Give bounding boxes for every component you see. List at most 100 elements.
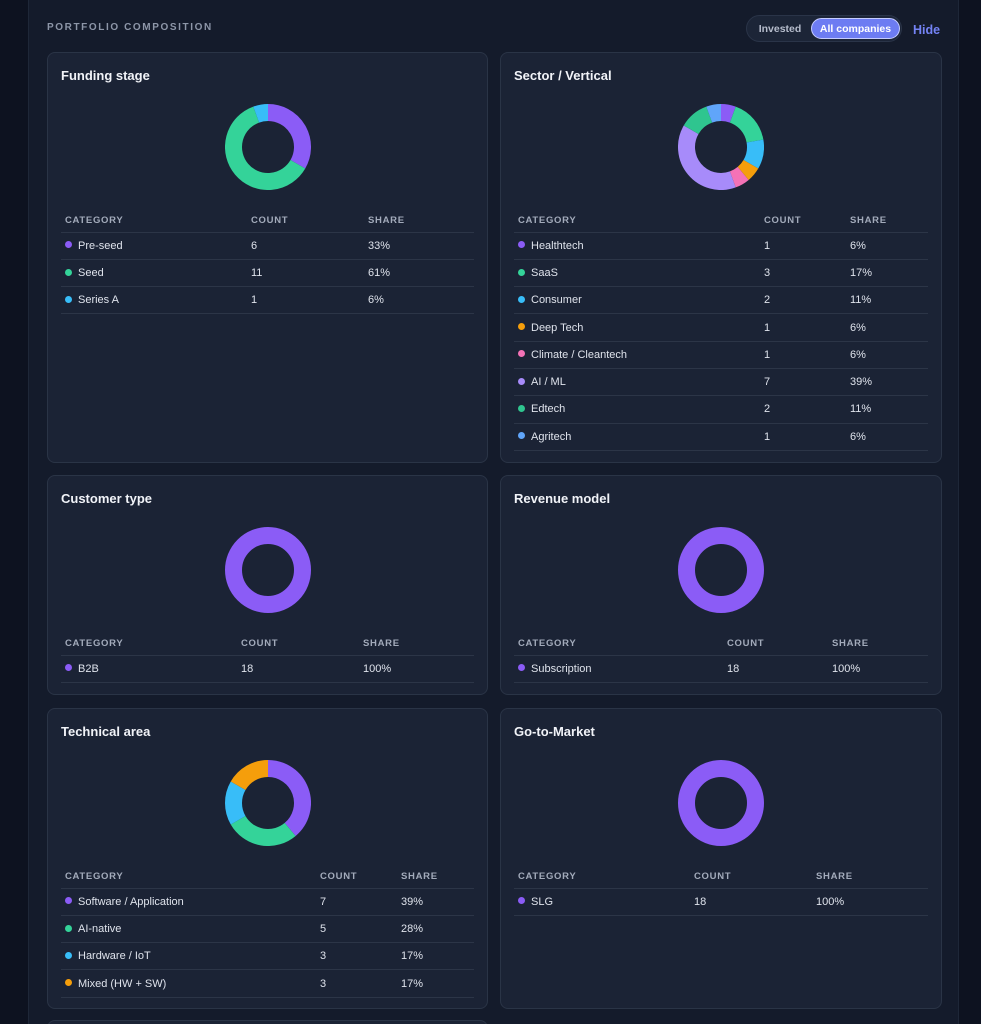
column-header-count: COUNT <box>247 209 364 233</box>
column-header-count: COUNT <box>690 865 812 889</box>
category-label: B2B <box>78 662 99 675</box>
category-cell: Mixed (HW + SW) <box>61 969 316 998</box>
category-label: Mixed (HW + SW) <box>78 977 167 990</box>
category-table: CATEGORY COUNT SHARE Healthtech 1 6% SaaS 3 1… <box>514 209 928 451</box>
column-header-category: CATEGORY <box>514 632 723 656</box>
count-cell: 7 <box>760 368 846 397</box>
category-label: Consumer <box>531 294 582 307</box>
category-cell: Pre-seed <box>61 232 247 260</box>
share-cell: 39% <box>846 368 928 397</box>
count-cell: 3 <box>760 259 846 288</box>
category-label: SaaS <box>531 266 558 279</box>
column-header-share: SHARE <box>364 209 474 233</box>
count-cell: 1 <box>760 313 846 342</box>
count-cell: 18 <box>237 655 359 683</box>
count-cell: 18 <box>723 655 828 683</box>
card-next-partial <box>47 1020 488 1024</box>
column-header-share: SHARE <box>397 865 474 889</box>
category-table: CATEGORY COUNT SHARE SLG 18 100% <box>514 865 928 916</box>
share-cell: 61% <box>364 259 474 288</box>
share-cell: 17% <box>846 259 928 288</box>
category-cell: Deep Tech <box>514 313 760 342</box>
category-cell: Healthtech <box>514 232 760 260</box>
category-cell: B2B <box>61 655 237 683</box>
category-label: Edtech <box>531 403 566 416</box>
share-cell: 28% <box>397 915 474 944</box>
donut-chart <box>678 760 764 846</box>
donut-chart <box>224 760 311 846</box>
legend-dot <box>518 295 525 303</box>
category-table: CATEGORY COUNT SHARE Subscription 18 100% <box>514 632 928 683</box>
category-table: CATEGORY COUNT SHARE Pre-seed 6 33% Seed 11 6… <box>61 209 474 315</box>
category-label: Climate / Cleantech <box>531 348 627 361</box>
donut-slice <box>729 166 749 188</box>
table-row: Software / Application 7 39% <box>61 888 474 916</box>
donut-chart <box>224 104 311 190</box>
count-cell: 5 <box>316 915 397 944</box>
category-label: Software / Application <box>78 895 184 908</box>
share-cell: 11% <box>846 395 928 424</box>
table-row: Consumer 2 11% <box>514 286 928 315</box>
card-title: Revenue model <box>514 491 611 506</box>
category-label: Series A <box>78 294 119 307</box>
portfolio-panel: PORTFOLIO COMPOSITION Invested All compa… <box>28 0 959 1024</box>
toggle-invested-button[interactable]: Invested <box>758 22 802 35</box>
donut-slice <box>678 527 764 613</box>
legend-dot <box>65 241 72 249</box>
count-cell: 1 <box>247 286 364 315</box>
hide-link[interactable]: Hide <box>913 23 941 37</box>
category-label: SLG <box>531 895 554 908</box>
card-technical-area: Technical area CATEGORY COUNT SHARE Soft… <box>47 708 488 1009</box>
category-cell: Software / Application <box>61 888 316 916</box>
table-row: AI-native 5 28% <box>61 915 474 944</box>
share-cell: 6% <box>846 423 928 451</box>
card-go-to-market: Go-to-Market CATEGORY COUNT SHARE SLG 18 1… <box>500 708 942 1009</box>
legend-dot <box>518 323 525 331</box>
column-header-count: COUNT <box>723 632 828 656</box>
donut-slice <box>224 781 246 825</box>
column-header-share: SHARE <box>846 209 928 233</box>
card-title: Technical area <box>61 724 151 739</box>
legend-dot <box>518 268 525 276</box>
table-row: Pre-seed 6 33% <box>61 232 474 260</box>
category-cell: AI-native <box>61 915 316 944</box>
table-row: AI / ML 7 39% <box>514 368 928 397</box>
table-row: Deep Tech 1 6% <box>514 313 928 342</box>
legend-dot <box>518 897 525 905</box>
category-label: Deep Tech <box>531 321 584 334</box>
category-label: Agritech <box>531 430 572 443</box>
legend-dot <box>65 295 72 303</box>
table-row: Edtech 2 11% <box>514 395 928 424</box>
category-label: Subscription <box>531 662 592 675</box>
table-row: Climate / Cleantech 1 6% <box>514 341 928 369</box>
category-cell: Subscription <box>514 655 723 683</box>
count-cell: 18 <box>690 888 812 916</box>
column-header-share: SHARE <box>828 632 928 656</box>
column-header-count: COUNT <box>316 865 397 889</box>
category-label: AI / ML <box>531 376 566 389</box>
legend-dot <box>65 924 72 932</box>
count-cell: 3 <box>316 969 397 998</box>
donut-slice <box>683 106 713 135</box>
card-title: Sector / Vertical <box>514 68 612 83</box>
count-cell: 1 <box>760 232 846 260</box>
card-title: Funding stage <box>61 68 150 83</box>
legend-dot <box>65 951 72 959</box>
category-cell: Agritech <box>514 423 760 451</box>
donut-slice <box>230 760 269 791</box>
table-row: Series A 1 6% <box>61 286 474 315</box>
category-label: AI-native <box>78 922 122 935</box>
table-row: SaaS 3 17% <box>514 259 928 288</box>
share-cell: 6% <box>364 286 474 315</box>
column-header-share: SHARE <box>812 865 928 889</box>
column-header-category: CATEGORY <box>514 865 690 889</box>
legend-dot <box>65 664 72 672</box>
toggle-all-companies-button[interactable]: All companies <box>811 18 900 39</box>
category-cell: Edtech <box>514 395 760 424</box>
category-cell: Hardware / IoT <box>61 942 316 971</box>
table-row: Healthtech 1 6% <box>514 232 928 260</box>
category-table: CATEGORY COUNT SHARE Software / Applicat… <box>61 865 474 998</box>
card-title: Go-to-Market <box>514 724 595 739</box>
donut-chart <box>678 527 764 613</box>
category-cell: AI / ML <box>514 368 760 397</box>
